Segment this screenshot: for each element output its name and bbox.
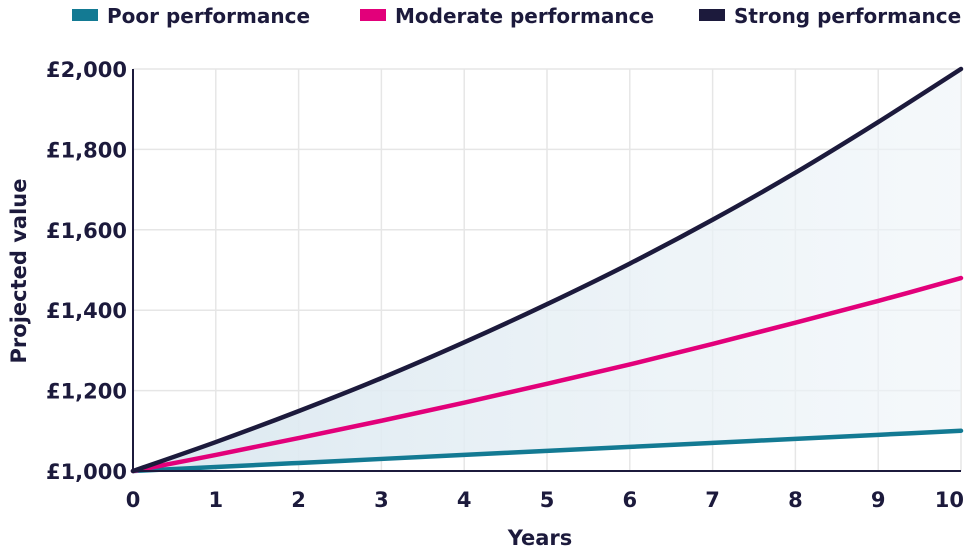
- series-line-moderate-performance: [130, 275, 964, 474]
- legend-label-moderate-performance: Moderate performance: [395, 4, 654, 28]
- x-axis-label: Years: [507, 526, 573, 550]
- axes: [132, 69, 961, 472]
- x-tick-label-6: 6: [622, 488, 637, 512]
- x-tick-label-9: 9: [871, 488, 886, 512]
- x-axis-ticks: 0 1 2 3 4 5 6 7 8 9 10: [126, 488, 964, 512]
- x-tick-label-7: 7: [705, 488, 720, 512]
- series-line-poor-performance: [130, 428, 964, 474]
- x-tick-label-3: 3: [374, 488, 389, 512]
- y-tick-label-1000: £1,000: [46, 460, 127, 484]
- legend-item-poor-performance: Poor performance: [72, 4, 310, 28]
- x-tick-label-0: 0: [126, 488, 141, 512]
- y-axis-label: Projected value: [7, 179, 31, 364]
- y-tick-label-1600: £1,600: [46, 219, 127, 243]
- performance-band: [133, 69, 961, 471]
- y-tick-label-1200: £1,200: [46, 380, 127, 404]
- legend-swatch-poor-performance: [72, 9, 98, 21]
- band-area: [133, 69, 961, 471]
- x-tick-label-2: 2: [291, 488, 306, 512]
- legend-label-poor-performance: Poor performance: [107, 4, 310, 28]
- legend-label-strong-performance: Strong performance: [734, 4, 961, 28]
- x-tick-label-5: 5: [540, 488, 555, 512]
- legend-swatch-strong-performance: [699, 9, 725, 21]
- y-tick-label-1800: £1,800: [46, 138, 127, 162]
- y-tick-label-1400: £1,400: [46, 299, 127, 323]
- legend-swatch-moderate-performance: [360, 9, 386, 21]
- y-tick-label-2000: £2,000: [46, 58, 127, 82]
- series-lines: [130, 66, 964, 474]
- legend: Poor performance Moderate performance Stro…: [72, 4, 961, 28]
- legend-item-moderate-performance: Moderate performance: [360, 4, 654, 28]
- series-line-strong-performance: [130, 66, 964, 474]
- x-tick-label-10: 10: [935, 488, 964, 512]
- legend-item-strong-performance: Strong performance: [699, 4, 961, 28]
- x-tick-label-4: 4: [457, 488, 472, 512]
- x-tick-label-1: 1: [208, 488, 223, 512]
- x-tick-label-8: 8: [788, 488, 803, 512]
- y-axis-ticks: £1,000 £1,200 £1,400 £1,600 £1,800 £2,000: [46, 58, 127, 484]
